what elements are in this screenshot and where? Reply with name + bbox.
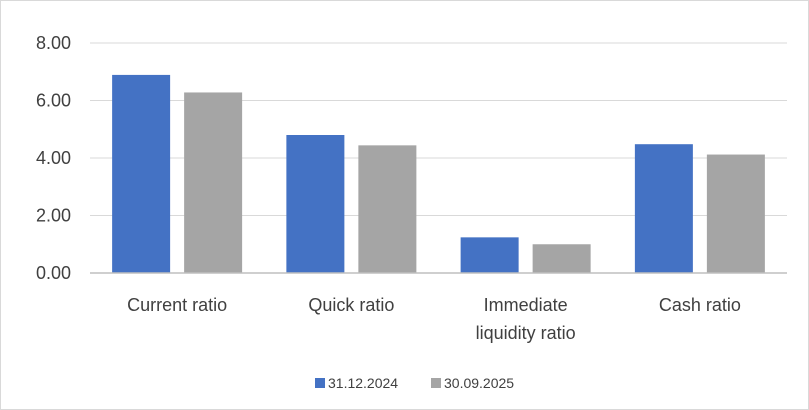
legend-label: 30.09.2025 [444, 375, 514, 391]
bar-series-2 [184, 92, 243, 273]
bar-series-2 [532, 244, 591, 273]
y-tick-label: 0.00 [36, 263, 71, 283]
bar-series-2 [358, 145, 417, 273]
x-category-label: Current ratio [127, 295, 227, 315]
category-labels: Current ratio Quick ratio Immediate liquidi… [127, 295, 741, 343]
x-category-label: Quick ratio [308, 295, 394, 315]
x-category-label: liquidity ratio [476, 323, 576, 343]
bars [112, 74, 765, 273]
y-tick-label: 2.00 [36, 206, 71, 226]
y-tick-label: 8.00 [36, 33, 71, 53]
x-category-label: Immediate [484, 295, 568, 315]
bar-series-2 [706, 154, 765, 273]
legend-swatch [315, 378, 325, 388]
y-tick-label: 6.00 [36, 91, 71, 111]
legend: 31.12.2024 30.09.2025 [315, 375, 514, 391]
bar-series-1 [460, 237, 519, 273]
bar-series-1 [112, 74, 171, 273]
y-axis-ticks: 0.00 2.00 4.00 6.00 8.00 [36, 33, 71, 283]
x-category-label: Cash ratio [659, 295, 741, 315]
bar-series-1 [286, 135, 345, 273]
legend-swatch [431, 378, 441, 388]
y-tick-label: 4.00 [36, 148, 71, 168]
legend-label: 31.12.2024 [328, 375, 398, 391]
bar-series-1 [634, 144, 693, 273]
